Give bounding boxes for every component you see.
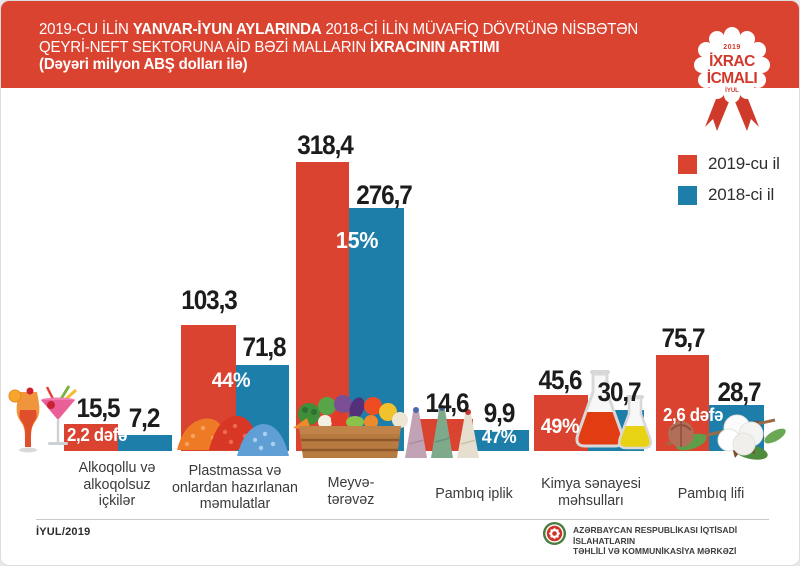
legend-item-2018: 2018-ci il (678, 185, 774, 205)
value-label-2018: 71,8 (242, 332, 287, 362)
header-band: 2019-CU İLİN YANVAR-İYUN AYLARINDA 2018-… (1, 1, 799, 88)
category-icon (647, 386, 789, 472)
footer-divider (36, 519, 769, 520)
bar-2019 (64, 424, 118, 451)
legend-swatch-2018 (678, 185, 697, 205)
growth-label: 2,6 dəfə (662, 405, 724, 425)
growth-label: 44% (211, 369, 251, 392)
page-title: 2019-CU İLİN YANVAR-İYUN AYLARINDA 2018-… (39, 21, 638, 74)
title-line-3: (Dəyəri milyon ABŞ dolları ilə) (39, 56, 248, 73)
plastic-granules-icon (177, 415, 289, 456)
value-label-2018: 7,2 (128, 403, 161, 433)
vegetables-crate-icon (293, 395, 408, 458)
growth-label: 15% (335, 227, 379, 253)
export-review-badge-icon: 2019 İXRAC İCMALI İYUL (694, 27, 770, 131)
value-label-2019: 15,5 (76, 393, 121, 423)
yarn-cones-icon (405, 405, 479, 458)
bar-2018 (118, 435, 172, 451)
svg-text:İCMALI: İCMALI (707, 70, 758, 87)
category-label: Plastmassa və onlardan hazırlanan məmulatl… (172, 462, 298, 512)
value-label-2018: 276,7 (356, 180, 412, 210)
growth-label: 49% (540, 415, 580, 438)
category-label: Pambıq iplik (435, 485, 513, 502)
category-icon (285, 376, 415, 462)
category-icon (403, 398, 485, 462)
value-label-2019: 318,4 (297, 130, 353, 160)
svg-text:İXRAC: İXRAC (709, 53, 755, 70)
legend-item-2019: 2019-cu il (678, 154, 780, 174)
svg-text:2019: 2019 (723, 44, 741, 51)
cocktail-icon (8, 385, 78, 453)
chemistry-flasks-icon (575, 370, 652, 450)
legend-label-2019: 2019-cu il (708, 154, 780, 173)
value-label-2019: 103,3 (181, 285, 237, 315)
cotton-icon (666, 414, 786, 460)
category-label: Kimya sənayesi məhsulları (541, 475, 641, 509)
value-label-2019: 75,7 (661, 323, 706, 353)
category-icon (3, 384, 79, 462)
category-icon (541, 368, 659, 462)
chart-area: 15,5 7,2 2,2 dəfə Alkoqollu və alkoqolsuz… (1, 88, 799, 565)
title-line-1: 2019-CU İLİN YANVAR-İYUN AYLARINDA 2018-… (39, 21, 639, 38)
value-label-2018: 30,7 (597, 377, 642, 407)
value-label-2019: 45,6 (538, 365, 583, 395)
category-icon (173, 388, 295, 458)
azerbaijan-emblem-icon (542, 521, 567, 546)
footer-date: İYUL/2019 (36, 526, 91, 538)
value-label-2018: 28,7 (717, 377, 762, 407)
footer-organization: AZƏRBAYCAN RESPUBLİKASI İQTİSADİ İSLAHAT… (573, 525, 738, 556)
svg-text:İYUL: İYUL (725, 87, 739, 94)
value-label-2019: 14,6 (425, 388, 470, 418)
legend-swatch-2019 (678, 154, 697, 174)
category-label: Alkoqollu və alkoqolsuz içkilər (78, 459, 156, 509)
title-line-2: QEYRİ-NEFT SEKTORUNA AİD BƏZİ MALLARIN İ… (39, 38, 500, 56)
value-label-2018: 9,9 (483, 398, 516, 428)
growth-label: 47% (481, 427, 517, 448)
bar-2018 (473, 430, 529, 451)
category-label: Meyvə-tərəvəz (327, 474, 375, 508)
legend-label-2018: 2018-ci il (708, 185, 775, 204)
growth-label: 2,2 dəfə (66, 425, 128, 445)
category-label: Pambıq lifi (677, 485, 745, 502)
